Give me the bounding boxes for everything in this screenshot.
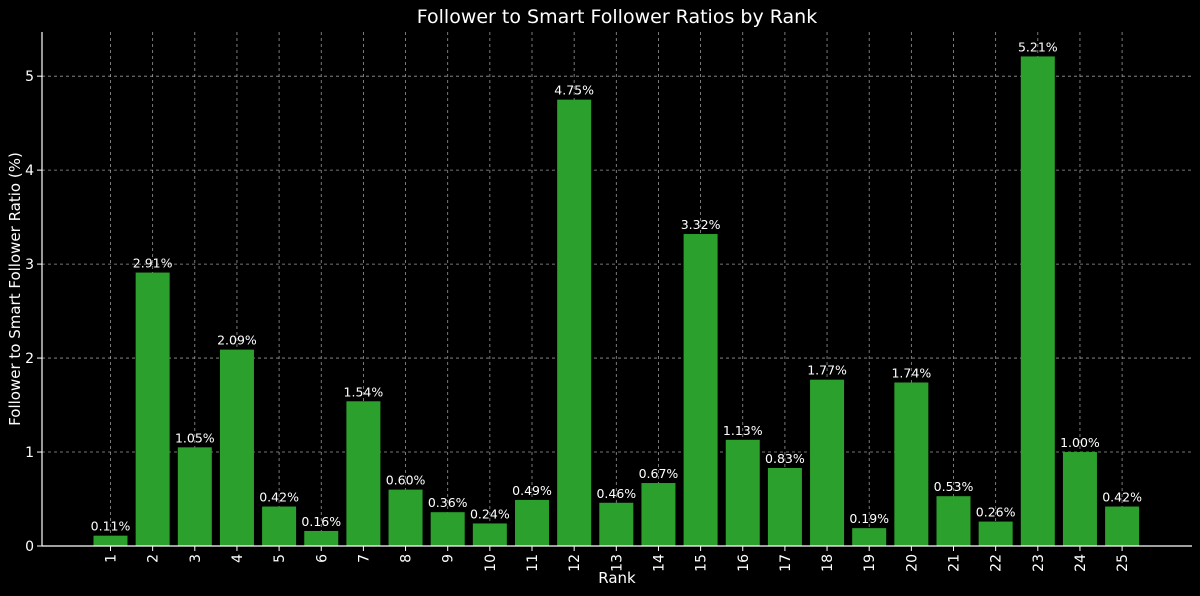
y-tick-label: 0 xyxy=(25,539,34,555)
bar xyxy=(641,483,676,546)
x-tick-label: 1 xyxy=(104,554,120,563)
bar-value-label: 0.67% xyxy=(639,466,679,481)
y-tick-label: 1 xyxy=(25,445,34,461)
bar-value-label: 0.36% xyxy=(428,495,468,510)
bar xyxy=(725,439,760,546)
bar xyxy=(177,447,212,546)
bar xyxy=(346,401,381,546)
bar-value-label: 0.46% xyxy=(596,486,636,501)
bar-value-label: 2.09% xyxy=(217,333,257,348)
bar xyxy=(810,379,845,546)
x-tick-label: 8 xyxy=(399,554,415,563)
bar-value-label: 0.26% xyxy=(976,505,1016,520)
bar-value-label: 0.53% xyxy=(934,479,974,494)
bar-value-label: 1.74% xyxy=(891,365,931,380)
bar-value-label: 0.11% xyxy=(91,519,131,534)
bar xyxy=(1062,452,1097,546)
x-tick-label: 4 xyxy=(230,554,246,563)
x-tick-label: 18 xyxy=(820,554,836,572)
bar-value-label: 0.24% xyxy=(470,506,510,521)
bar xyxy=(135,272,170,546)
x-tick-label: 22 xyxy=(989,554,1005,572)
x-tick-label: 11 xyxy=(525,554,541,572)
y-tick-label: 3 xyxy=(25,257,34,273)
bar-value-label: 0.42% xyxy=(259,490,299,505)
bar xyxy=(599,502,634,546)
x-axis-label: Rank xyxy=(598,569,636,587)
x-tick-label: 7 xyxy=(356,554,372,563)
bar xyxy=(978,521,1013,546)
x-tick-label: 17 xyxy=(778,554,794,572)
x-tick-label: 21 xyxy=(947,554,963,572)
data-labels: 0.11%2.91%1.05%2.09%0.42%0.16%1.54%0.60%… xyxy=(91,39,1142,533)
chart-title: Follower to Smart Follower Ratios by Ran… xyxy=(417,6,817,28)
bar-value-label: 2.91% xyxy=(133,256,173,271)
bar-value-label: 0.49% xyxy=(512,483,552,498)
x-tick-label: 2 xyxy=(146,554,162,563)
bar xyxy=(388,489,423,546)
bar xyxy=(1105,506,1140,546)
bar xyxy=(304,530,339,546)
bar-value-label: 1.54% xyxy=(344,384,384,399)
bar-value-label: 4.75% xyxy=(554,83,594,98)
y-axis-label: Follower to Smart Follower Ratio (%) xyxy=(6,152,24,426)
bar-value-label: 1.77% xyxy=(807,363,847,378)
bar xyxy=(683,234,718,547)
grid xyxy=(42,32,1192,546)
x-tick-label: 25 xyxy=(1115,554,1131,572)
x-tick-label: 9 xyxy=(441,554,457,563)
x-tick-label: 3 xyxy=(188,554,204,563)
bar xyxy=(262,506,297,546)
bar xyxy=(557,99,592,546)
bar xyxy=(936,496,971,546)
bar-value-label: 1.00% xyxy=(1060,435,1100,450)
bar xyxy=(767,468,802,546)
bars xyxy=(93,56,1140,547)
y-ticks: 0 1 2 3 4 5 xyxy=(25,69,42,555)
bar xyxy=(894,382,929,546)
bar-value-label: 0.42% xyxy=(1102,490,1142,505)
x-tick-label: 16 xyxy=(736,554,752,572)
x-tick-label: 13 xyxy=(609,554,625,572)
x-tick-label: 12 xyxy=(567,554,583,572)
bar-value-label: 5.21% xyxy=(1018,39,1058,54)
bar-value-label: 0.16% xyxy=(301,514,341,529)
x-tick-label: 10 xyxy=(483,554,499,572)
x-tick-label: 19 xyxy=(862,554,878,572)
x-tick-label: 24 xyxy=(1073,554,1089,572)
bar xyxy=(852,528,887,546)
bar xyxy=(93,535,128,546)
bar-value-label: 1.05% xyxy=(175,430,215,445)
bar xyxy=(219,349,254,546)
bar-value-label: 0.19% xyxy=(849,511,889,526)
y-tick-label: 4 xyxy=(25,163,34,179)
bar xyxy=(430,512,465,546)
x-tick-label: 5 xyxy=(272,554,288,563)
bar xyxy=(515,499,549,546)
bar-value-label: 1.13% xyxy=(723,423,763,438)
x-tick-label: 14 xyxy=(651,554,667,572)
axes xyxy=(41,32,1192,547)
y-tick-label: 5 xyxy=(25,69,34,85)
y-tick-label: 2 xyxy=(25,351,34,367)
bar-value-label: 3.32% xyxy=(681,217,721,232)
x-ticks: 1 2 3 4 5 6 7 8 9 10 11 12 13 14 15 16 17 18 19 20 21 22 23 24 2… xyxy=(104,546,1131,572)
bar-value-label: 0.83% xyxy=(765,451,805,466)
bar xyxy=(1020,56,1055,546)
bar-value-label: 0.60% xyxy=(386,473,426,488)
x-tick-label: 20 xyxy=(904,554,920,572)
x-tick-label: 15 xyxy=(694,554,710,572)
x-tick-label: 6 xyxy=(314,554,330,563)
x-tick-label: 23 xyxy=(1031,554,1047,572)
bar xyxy=(472,523,507,546)
